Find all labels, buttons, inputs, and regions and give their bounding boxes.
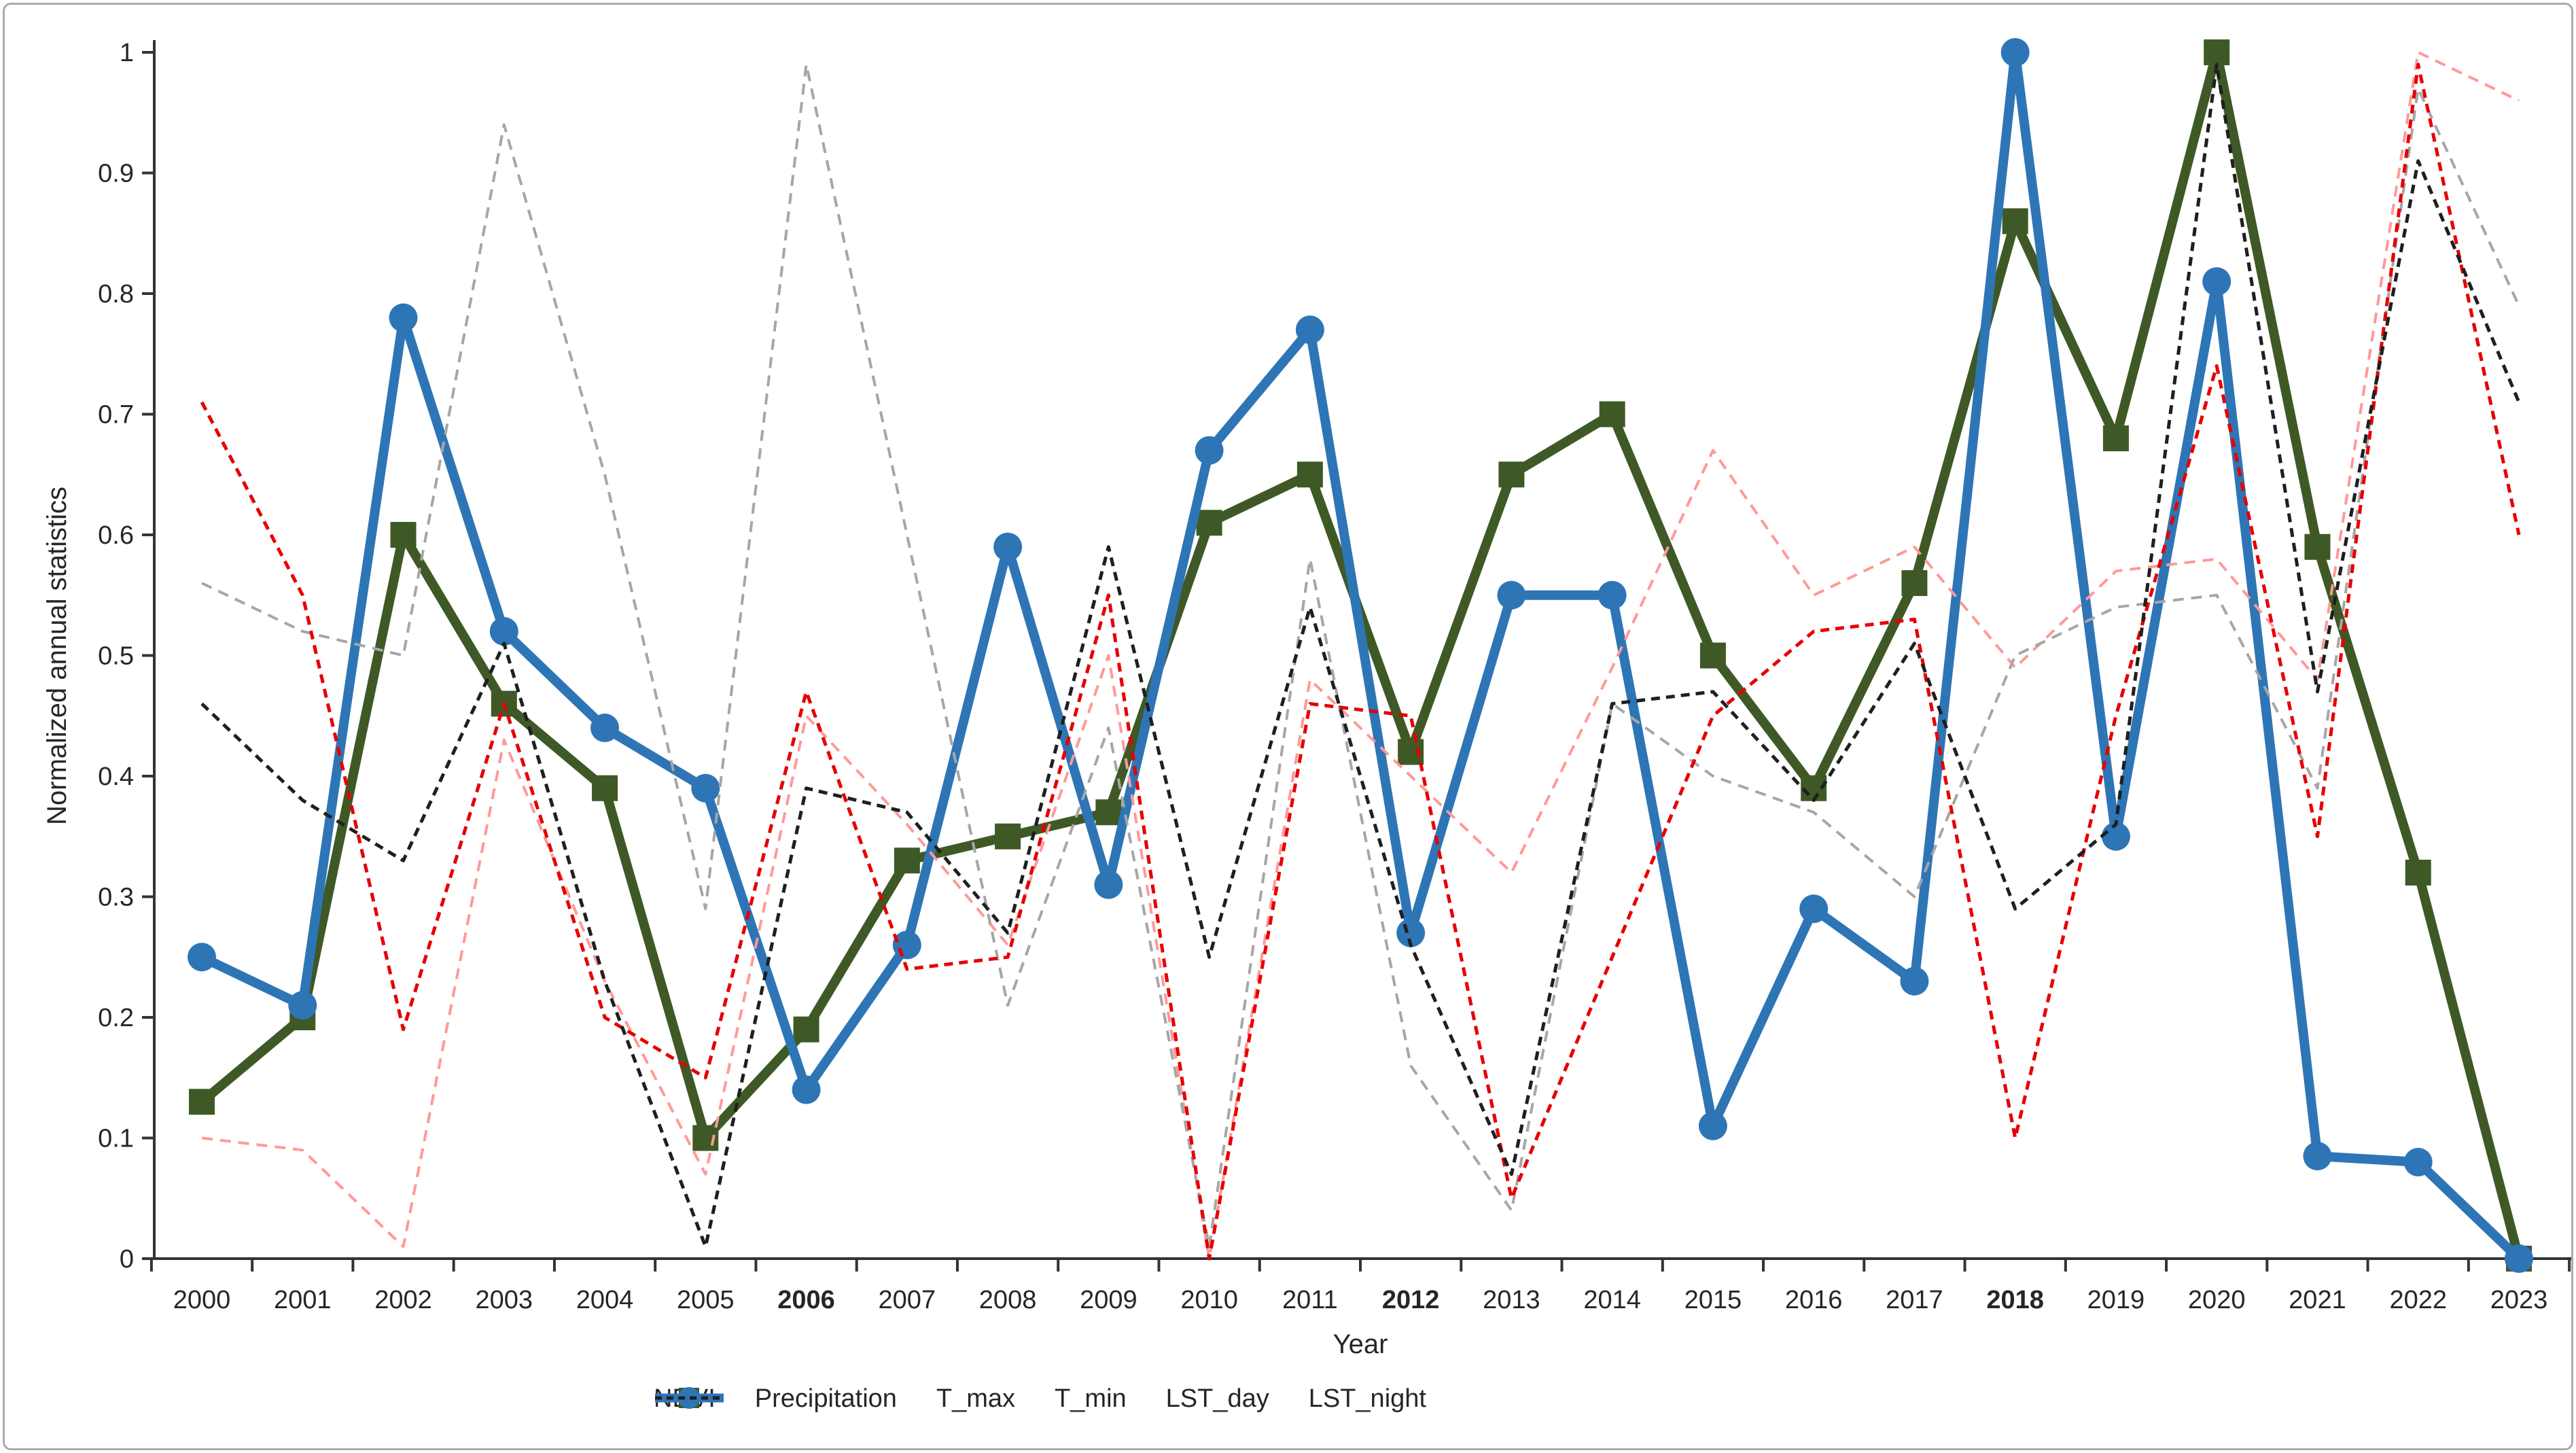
ndvi-marker xyxy=(1599,401,1625,427)
x-tick-label: 2008 xyxy=(979,1286,1037,1314)
legend-item-lst_day: LST_day xyxy=(655,1384,1269,1414)
x-tick-label: 2013 xyxy=(1483,1286,1540,1314)
ndvi-marker xyxy=(2304,533,2331,560)
legend-label: LST_night xyxy=(1308,1384,1426,1413)
precipitation-marker xyxy=(2202,267,2231,296)
lst_day-line xyxy=(200,63,2521,1261)
x-tick-label: 2011 xyxy=(1282,1286,1338,1314)
ndvi-marker xyxy=(2204,39,2230,65)
x-tick-label: 2023 xyxy=(2490,1286,2548,1314)
precipitation-marker xyxy=(188,943,216,972)
line-chart: 0 0.1 0.2 0.3 0.4 0.5 0.6 0.7 0.8 0.9 1 2000 2001 200… xyxy=(42,38,2571,1359)
x-tick-label: 2018 xyxy=(1986,1286,2044,1314)
legend-swatch xyxy=(655,1387,724,1409)
y-tick-label: 0.9 xyxy=(98,160,134,188)
precipitation-marker xyxy=(489,617,518,646)
precipitation-marker xyxy=(892,930,921,960)
legend: NDVIPrecipitationT_maxT_minLST_dayLST_ni… xyxy=(654,1384,1809,1414)
ndvi-marker xyxy=(894,847,920,874)
ndvi-marker xyxy=(995,823,1021,850)
y-tick-label: 0.7 xyxy=(98,401,134,430)
x-axis-title: Year xyxy=(1333,1329,1388,1359)
legend-label: Precipitation xyxy=(754,1384,897,1413)
x-tick-label: 2014 xyxy=(1583,1286,1641,1314)
x-tick-label: 2020 xyxy=(2188,1286,2246,1314)
x-tick-label: 2004 xyxy=(576,1286,634,1314)
y-tick-label: 0.4 xyxy=(98,763,134,791)
precipitation-marker xyxy=(2403,1148,2433,1176)
ndvi-marker xyxy=(1095,799,1122,826)
x-tick-label: 2000 xyxy=(173,1286,231,1314)
precipitation-line xyxy=(199,48,2522,1263)
y-tick-label: 1 xyxy=(120,39,134,67)
series-lines xyxy=(188,38,2533,1273)
precipitation-marker xyxy=(590,714,620,742)
x-tick-label: 2022 xyxy=(2389,1286,2447,1314)
legend-label: T_max xyxy=(936,1384,1016,1413)
y-tick-label: 0.1 xyxy=(98,1125,134,1153)
y-tick-label: 0.3 xyxy=(98,883,134,912)
y-tick-label: 0.2 xyxy=(98,1004,134,1032)
x-tick-label: 2016 xyxy=(1785,1286,1843,1314)
precipitation-marker xyxy=(1698,1111,1727,1140)
x-tick-label: 2015 xyxy=(1684,1286,1742,1314)
x-tick-label: 2001 xyxy=(274,1286,332,1314)
x-tick-label: 2006 xyxy=(777,1286,835,1314)
legend-item-t_max: T_max xyxy=(655,1384,1016,1414)
ndvi-marker xyxy=(390,522,417,548)
y-axis-title: Normalized annual statistics xyxy=(42,487,72,825)
ndvi-marker xyxy=(1296,461,1323,488)
precipitation-marker xyxy=(1598,580,1627,610)
legend-item-t_min: T_min xyxy=(655,1384,1127,1414)
y-tick-label: 0 xyxy=(120,1245,134,1274)
precipitation-marker xyxy=(2000,38,2030,67)
precipitation-marker xyxy=(691,773,720,803)
ndvi-marker xyxy=(793,1016,819,1043)
precipitation-marker xyxy=(1900,966,1929,996)
x-tick-label: 2005 xyxy=(677,1286,735,1314)
ndvi-marker xyxy=(1196,510,1222,536)
ndvi-marker xyxy=(2102,425,2129,451)
y-tick-label: 0.5 xyxy=(98,642,134,671)
legend-circle-marker xyxy=(678,1387,700,1409)
x-tick-label: 2007 xyxy=(879,1286,936,1314)
legend-label: T_min xyxy=(1055,1384,1127,1413)
t_max-line xyxy=(201,51,2520,1260)
legend-label: LST_day xyxy=(1165,1384,1269,1413)
x-tick-label: 2003 xyxy=(476,1286,533,1314)
precipitation-marker xyxy=(993,532,1023,561)
ndvi-marker xyxy=(1498,461,1525,488)
y-tick-label: 0.6 xyxy=(98,521,134,550)
ndvi-marker xyxy=(2405,860,2431,886)
ndvi-marker xyxy=(592,775,618,801)
legend-item-precipitation: Precipitation xyxy=(655,1384,897,1414)
x-tick-label: 2010 xyxy=(1180,1286,1238,1314)
precipitation-marker xyxy=(1094,870,1123,899)
x-tick-label: 2019 xyxy=(2087,1286,2145,1314)
ndvi-marker xyxy=(1901,570,1928,596)
precipitation-marker xyxy=(1799,894,1829,924)
legend-swatch xyxy=(655,1396,724,1400)
precipitation-marker xyxy=(1497,580,1526,610)
x-tick-label: 2009 xyxy=(1080,1286,1137,1314)
precipitation-marker xyxy=(2101,822,2130,851)
ndvi-marker xyxy=(1699,642,1726,669)
precipitation-marker xyxy=(2504,1244,2533,1273)
x-tick-label: 2012 xyxy=(1382,1286,1440,1314)
chart-figure: 0 0.1 0.2 0.3 0.4 0.5 0.6 0.7 0.8 0.9 1 2000 2001 200… xyxy=(3,3,2573,1450)
axes: 0 0.1 0.2 0.3 0.4 0.5 0.6 0.7 0.8 0.9 1 2000 2001 200… xyxy=(98,39,2571,1314)
precipitation-marker xyxy=(288,991,317,1020)
precipitation-marker xyxy=(2303,1142,2332,1171)
precipitation-marker xyxy=(1295,315,1324,345)
x-tick-label: 2017 xyxy=(1886,1286,1943,1314)
ndvi-marker xyxy=(189,1089,215,1115)
x-tick-label: 2021 xyxy=(2289,1286,2346,1314)
precipitation-marker xyxy=(1195,436,1224,465)
precipitation-marker xyxy=(792,1075,821,1104)
y-tick-label: 0.8 xyxy=(98,280,134,309)
legend-item-lst_night: LST_night xyxy=(655,1384,1426,1414)
precipitation-marker xyxy=(389,303,418,332)
x-tick-label: 2002 xyxy=(374,1286,432,1314)
ndvi-marker xyxy=(2002,208,2028,234)
